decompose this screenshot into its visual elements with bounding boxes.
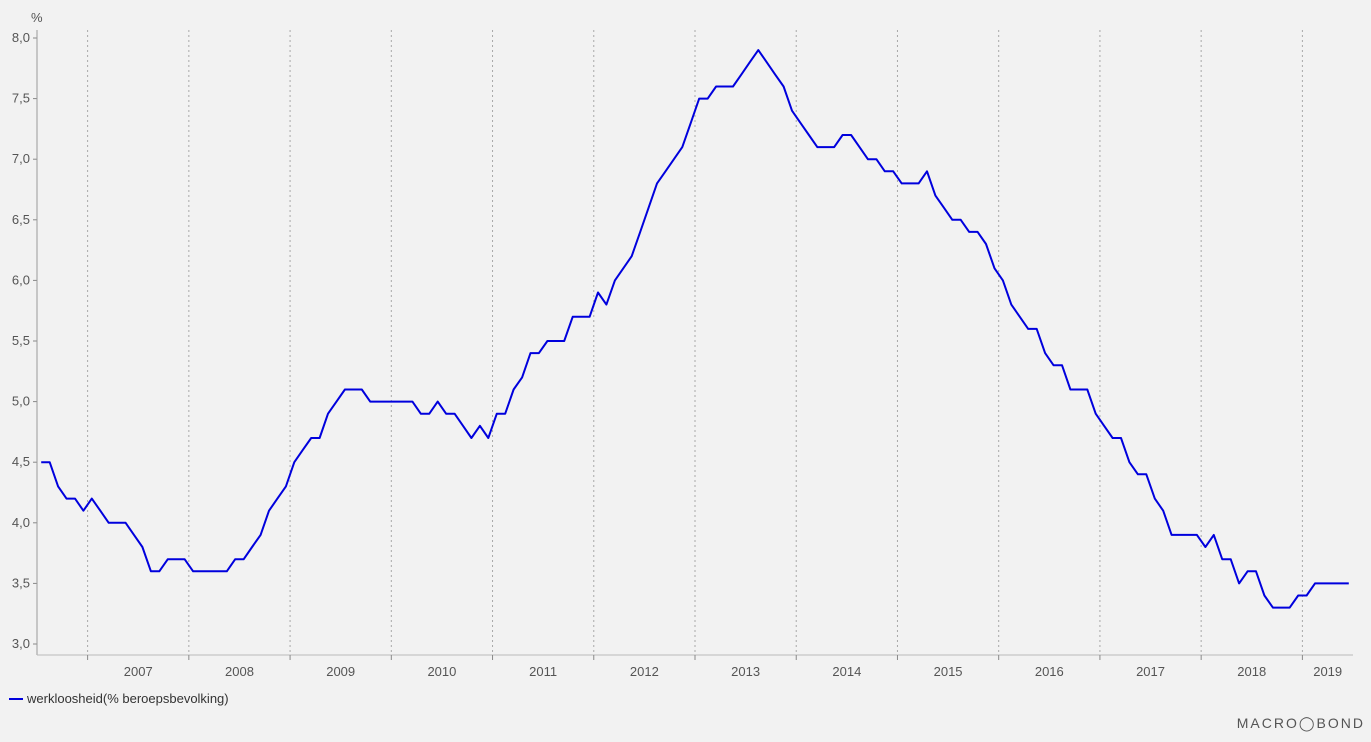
x-tick-label: 2009 [326,664,355,679]
macrobond-logo: MACRO◯BOND [1236,715,1365,731]
x-tick-label: 2018 [1237,664,1266,679]
x-tick-label: 2010 [427,664,456,679]
x-tick-label: 2019 [1313,664,1342,679]
x-tick-label: 2007 [124,664,153,679]
y-tick-label: 4,0 [12,515,30,530]
y-tick-label: 3,5 [12,575,30,590]
x-tick-label: 2014 [832,664,861,679]
series-line [41,49,1349,609]
x-tick-label: 2008 [225,664,254,679]
legend-swatch [9,697,23,700]
y-axis-unit-label: % [31,10,43,25]
legend-label: werkloosheid(% beroepsbevolking) [27,691,229,706]
y-tick-label: 8,0 [12,30,30,45]
x-tick-label: 2016 [1035,664,1064,679]
y-tick-label: 6,5 [12,212,30,227]
x-tick-label: 2013 [731,664,760,679]
y-tick-label: 5,0 [12,394,30,409]
y-tick-label: 3,0 [12,636,30,651]
y-tick-label: 4,5 [12,454,30,469]
y-tick-label: 6,0 [12,272,30,287]
y-tick-label: 7,0 [12,151,30,166]
x-tick-label: 2011 [529,664,557,679]
x-tick-label: 2017 [1136,664,1165,679]
legend: werkloosheid(% beroepsbevolking) [9,691,229,706]
y-tick-label: 5,5 [12,333,30,348]
y-tick-label: 7,5 [12,91,30,106]
x-tick-label: 2012 [630,664,659,679]
x-tick-label: 2015 [934,664,963,679]
